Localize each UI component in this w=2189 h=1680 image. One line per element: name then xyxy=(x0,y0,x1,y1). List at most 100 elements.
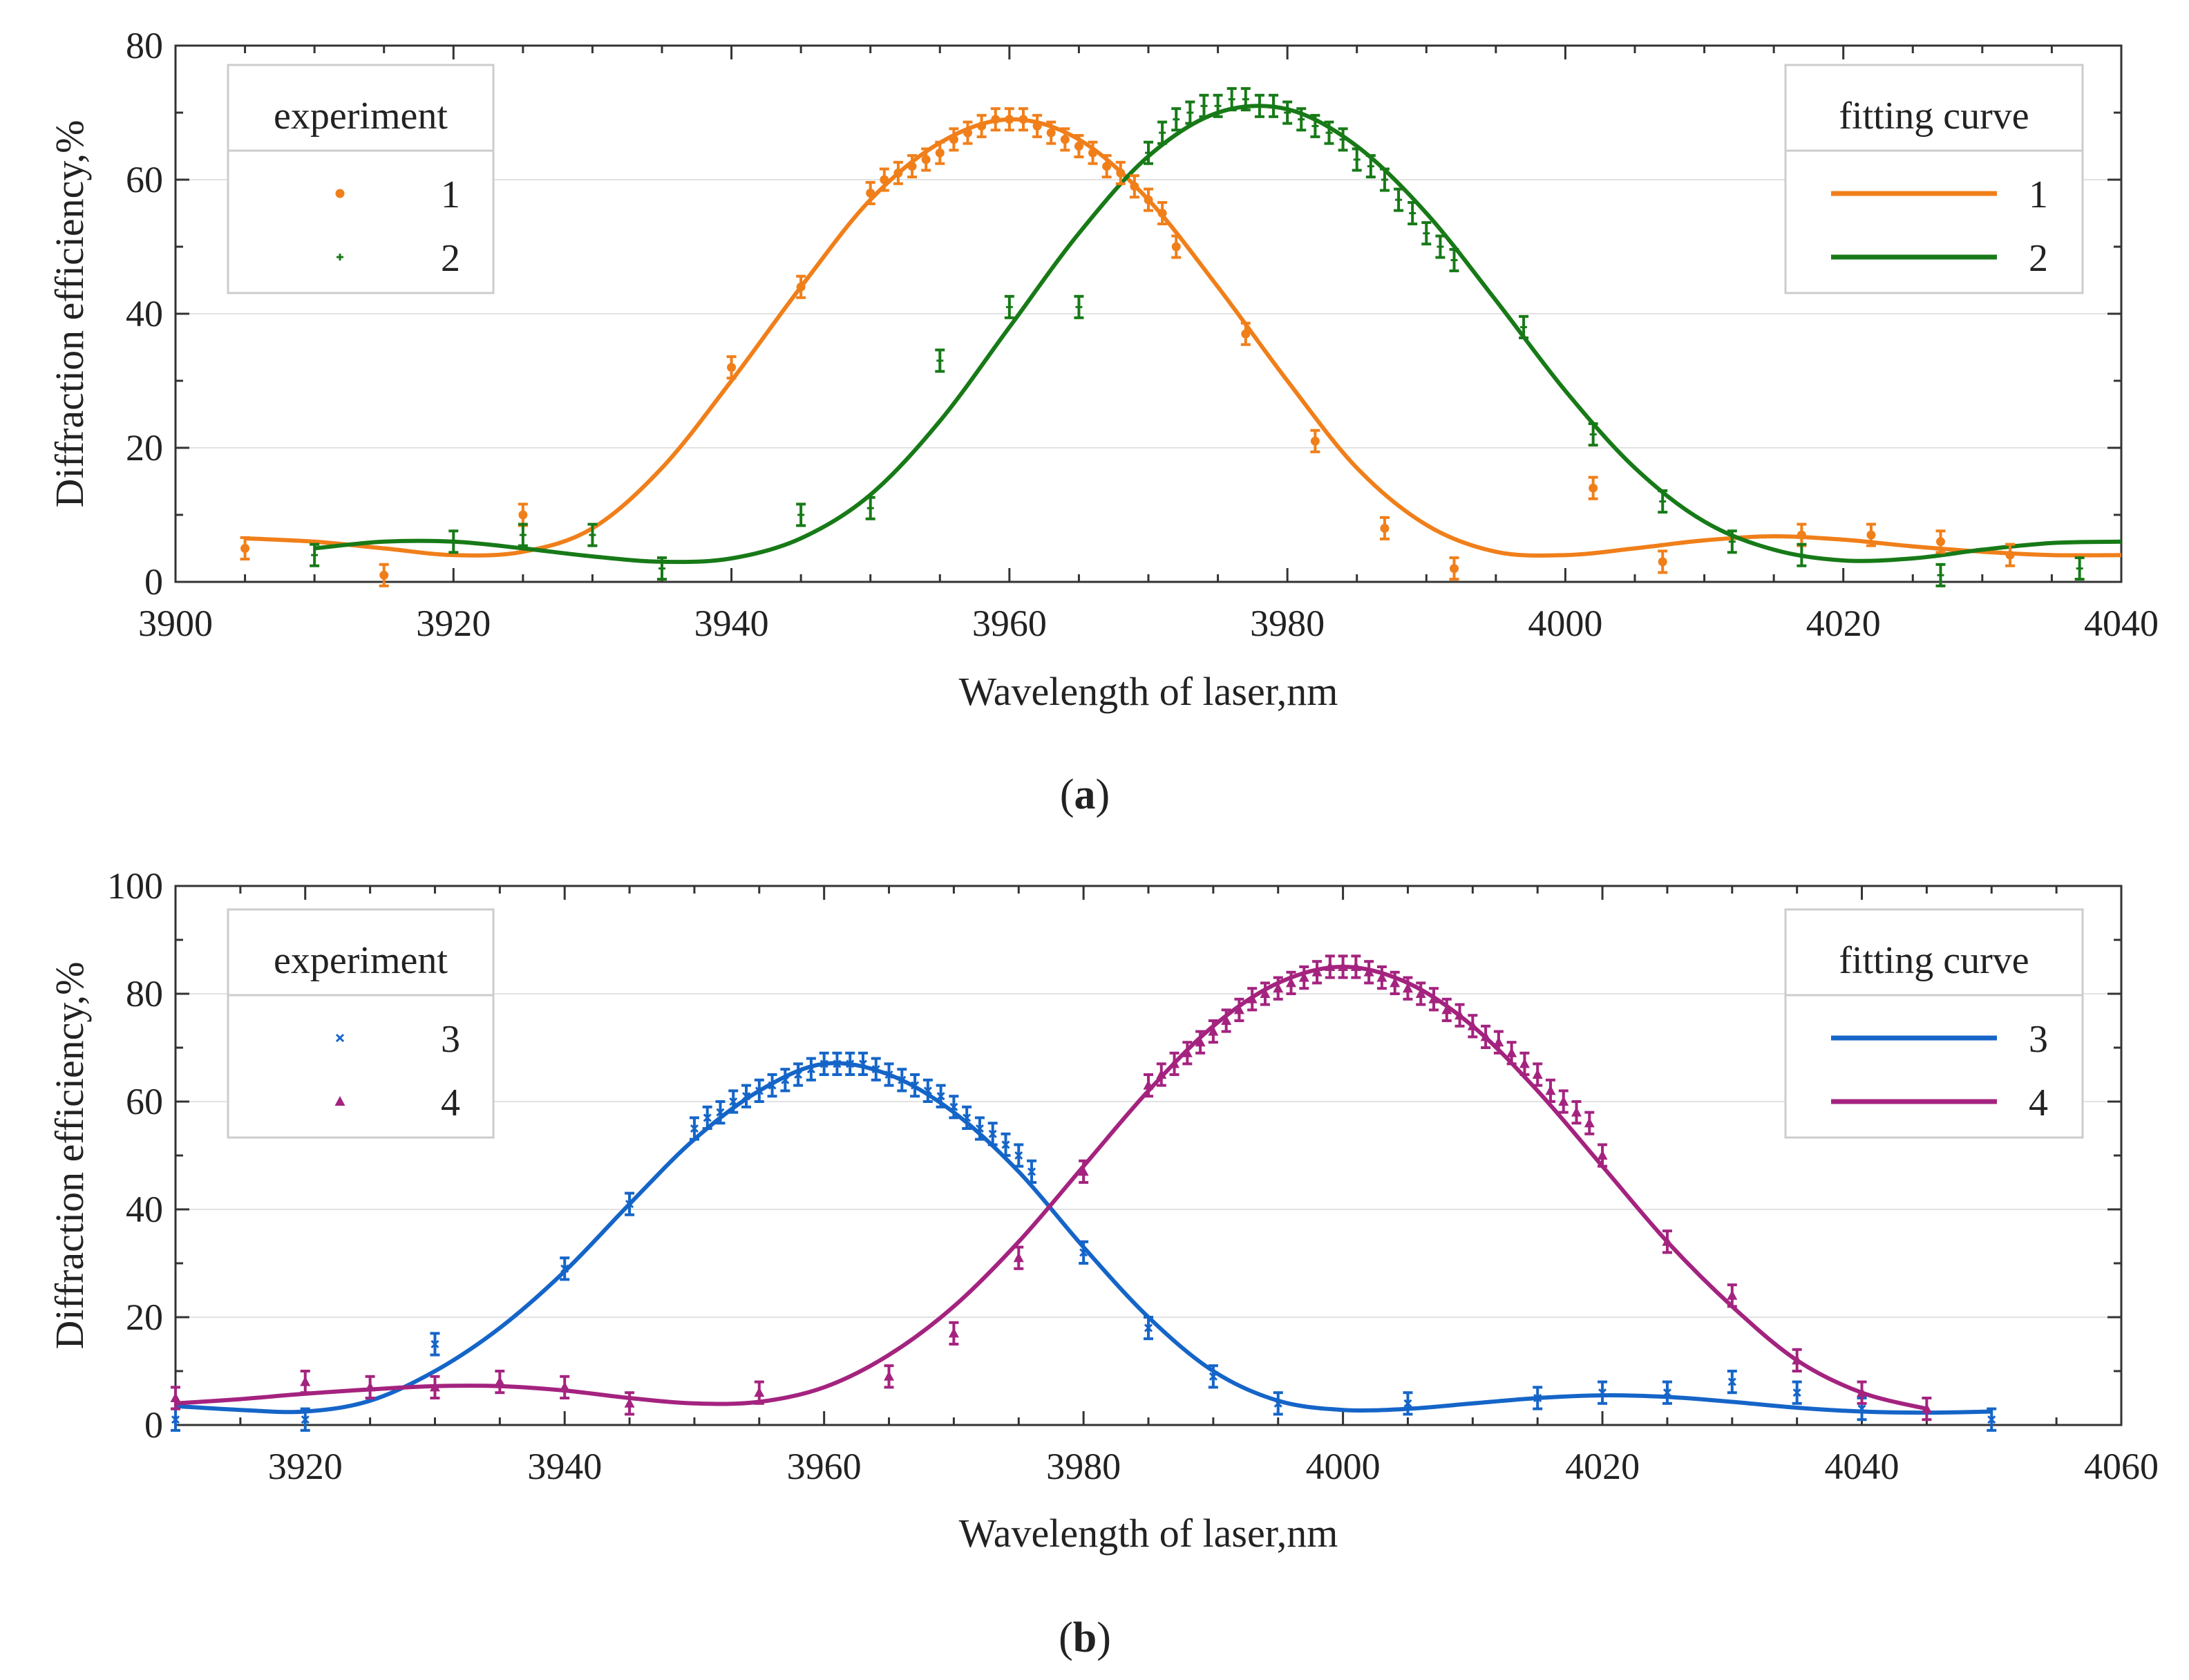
data-point-stroke xyxy=(846,1059,855,1068)
data-point xyxy=(1046,128,1056,138)
data-point-stroke xyxy=(1027,1167,1036,1176)
data-point xyxy=(300,1376,311,1386)
data-point xyxy=(921,155,931,164)
data-point xyxy=(1255,102,1263,110)
data-point-stroke xyxy=(963,1113,972,1122)
data-point xyxy=(1032,121,1042,131)
data-point xyxy=(727,363,737,372)
data-point xyxy=(1241,329,1251,339)
x-tick-label: 3960 xyxy=(972,603,1047,644)
y-tick-label: 60 xyxy=(126,159,163,200)
data-point xyxy=(2076,565,2083,572)
x-tick-label: 3960 xyxy=(787,1446,862,1487)
data-point xyxy=(1589,431,1597,438)
data-point xyxy=(1078,1166,1089,1176)
data-point xyxy=(1402,983,1413,993)
data-point xyxy=(1792,1355,1803,1365)
y-tick-label: 80 xyxy=(126,25,163,66)
y-tick-label: 40 xyxy=(126,293,163,334)
data-point-stroke xyxy=(729,1097,738,1106)
data-point xyxy=(866,504,874,512)
data-point xyxy=(430,1339,439,1349)
x-tick-label: 3920 xyxy=(416,603,491,644)
data-point-stroke xyxy=(716,1108,725,1117)
data-point-stroke xyxy=(794,1070,803,1079)
data-point-stroke xyxy=(884,1070,893,1079)
data-point-stroke xyxy=(1598,1388,1607,1397)
data-point xyxy=(1428,993,1439,1003)
legend-experiment: experiment 3 4 xyxy=(227,908,495,1139)
data-point-stroke xyxy=(898,1075,907,1084)
data-point xyxy=(429,1381,440,1392)
data-point xyxy=(1493,1037,1504,1047)
data-point xyxy=(1659,498,1667,505)
data-points xyxy=(170,954,1997,1432)
data-point xyxy=(948,1328,959,1338)
data-point xyxy=(1376,972,1387,982)
data-point-stroke xyxy=(1987,1415,1996,1424)
data-point xyxy=(907,162,917,171)
data-point xyxy=(240,544,250,553)
data-point xyxy=(1450,256,1458,264)
data-point xyxy=(365,1381,376,1392)
data-point xyxy=(1545,1085,1556,1095)
data-point xyxy=(1013,1252,1024,1263)
data-point-stroke xyxy=(741,1092,751,1101)
data-point xyxy=(170,1393,181,1402)
data-point xyxy=(893,168,903,178)
legend-title: fitting curve xyxy=(1839,939,2029,982)
legend-fitting: fitting curve 1 2 xyxy=(1784,64,2084,294)
data-point xyxy=(794,1070,803,1079)
data-point-stroke xyxy=(1403,1399,1412,1408)
data-point xyxy=(1273,983,1284,993)
legend-marker-shape xyxy=(335,1033,345,1043)
data-point xyxy=(171,1415,180,1424)
data-point xyxy=(1597,1150,1608,1160)
data-point xyxy=(1798,551,1806,559)
data-point xyxy=(1102,162,1112,171)
legend-marker-shape xyxy=(337,254,343,261)
data-point xyxy=(1381,176,1388,183)
chart-panel-b: 3920 3940 3960 3980 4000 4020 4040 406002040608… xyxy=(47,865,2159,1661)
data-point xyxy=(1423,229,1430,237)
legend-marker-3 xyxy=(335,1033,345,1043)
data-point xyxy=(1088,148,1098,158)
y-axis-title: Diffraction efficiency,% xyxy=(47,962,92,1350)
data-point xyxy=(1311,122,1319,130)
data-point-stroke xyxy=(781,1075,790,1084)
data-point xyxy=(1937,572,1944,579)
caption-a: (a) xyxy=(1060,771,1110,818)
data-point xyxy=(1221,1015,1232,1025)
legend-marker-shape xyxy=(335,189,345,198)
data-point xyxy=(1339,135,1347,143)
data-point-stroke xyxy=(975,1124,985,1133)
data-point xyxy=(625,1200,634,1209)
data-point xyxy=(1200,102,1208,110)
data-point xyxy=(1242,95,1249,103)
x-tick-label: 4040 xyxy=(2084,603,2159,644)
data-point xyxy=(1233,1004,1244,1014)
y-tick-label: 60 xyxy=(126,1081,163,1122)
data-point xyxy=(898,1075,907,1084)
data-point-stroke xyxy=(625,1200,634,1209)
data-point-stroke xyxy=(1533,1393,1542,1403)
data-point xyxy=(923,1086,932,1095)
data-point xyxy=(884,1370,895,1381)
data-point-stroke xyxy=(858,1059,868,1068)
data-point xyxy=(519,531,527,539)
data-point xyxy=(1866,530,1876,540)
data-point xyxy=(1005,303,1013,311)
data-point xyxy=(494,1376,505,1386)
x-tick-label: 4040 xyxy=(1825,1446,1899,1487)
data-point-stroke xyxy=(1001,1140,1010,1149)
data-point xyxy=(1589,483,1598,493)
data-point xyxy=(936,1092,945,1101)
data-point xyxy=(1415,988,1426,998)
data-point xyxy=(1532,1069,1543,1079)
data-point xyxy=(1519,1058,1530,1068)
x-tick-label: 3920 xyxy=(268,1446,343,1487)
data-point xyxy=(935,148,945,158)
data-point xyxy=(1390,977,1401,988)
data-point xyxy=(1027,1167,1036,1176)
data-point xyxy=(1144,195,1153,205)
